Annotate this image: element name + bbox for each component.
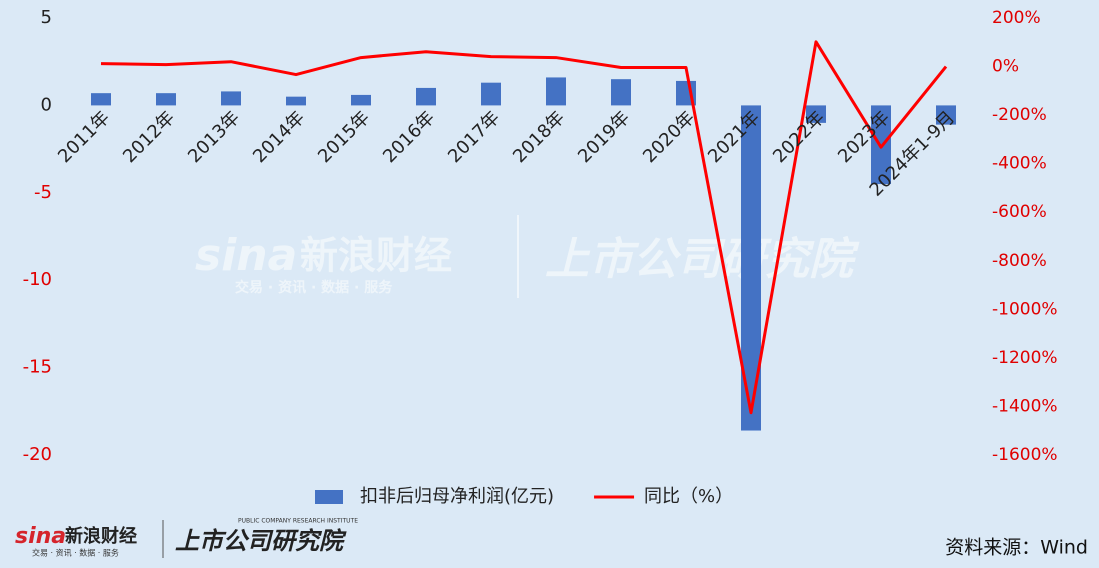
- y2-tick-label: -200%: [992, 105, 1047, 125]
- logo-institute-en: PUBLIC COMPANY RESEARCH INSTITUTE: [238, 518, 358, 525]
- y2-tick-label: -1200%: [992, 348, 1058, 368]
- y2-tick-label: -1400%: [992, 396, 1058, 416]
- bar: [91, 93, 111, 106]
- y2-tick-label: 0%: [992, 57, 1019, 77]
- bar: [416, 87, 436, 106]
- y-tick-label: 0: [41, 94, 52, 115]
- legend-label: 同比（%）: [644, 486, 733, 507]
- y-tick-label: -5: [34, 182, 52, 203]
- y2-tick-label: -600%: [992, 202, 1047, 222]
- bar: [481, 82, 501, 106]
- y2-tick-label: 200%: [992, 8, 1041, 28]
- y2-tick-label: -400%: [992, 154, 1047, 174]
- watermark: sina 新浪财经 交易 · 资讯 · 数据 · 服务 上市公司研究院: [195, 215, 860, 298]
- logo: sina 新浪财经 交易 · 资讯 · 数据 · 服务 PUBLIC COMPA…: [15, 518, 358, 558]
- y-tick-label: 5: [41, 7, 52, 28]
- y2-tick-label: -800%: [992, 251, 1047, 271]
- bar: [286, 96, 306, 106]
- bar: [221, 91, 241, 106]
- y2-tick-label: -1600%: [992, 445, 1058, 465]
- logo-institute: 上市公司研究院: [175, 527, 347, 555]
- watermark-sina: sina: [195, 230, 297, 281]
- watermark-slogan: 交易 · 资讯 · 数据 · 服务: [235, 279, 393, 296]
- bar: [936, 105, 956, 125]
- line: [100, 40, 948, 415]
- bar: [351, 94, 371, 106]
- watermark-institute: 上市公司研究院: [545, 234, 860, 285]
- source: 资料来源：Wind: [945, 537, 1088, 559]
- logo-slogan: 交易 · 资讯 · 数据 · 服务: [32, 548, 119, 558]
- bar: [611, 79, 631, 106]
- y2-tick-label: -1000%: [992, 299, 1058, 319]
- legend-swatch: [315, 490, 343, 504]
- logo-sina: sina: [15, 524, 66, 549]
- legend-label: 扣非后归母净利润(亿元): [360, 486, 554, 507]
- bar: [156, 93, 176, 106]
- bar: [741, 105, 761, 431]
- watermark-sina-cn: 新浪财经: [300, 234, 452, 278]
- bar: [546, 77, 566, 106]
- y-tick-label: -15: [23, 357, 52, 378]
- y-tick-label: -10: [23, 269, 52, 290]
- logo-sina-cn: 新浪财经: [65, 525, 137, 547]
- y-tick-label: -20: [23, 444, 52, 465]
- bar: [806, 105, 826, 123]
